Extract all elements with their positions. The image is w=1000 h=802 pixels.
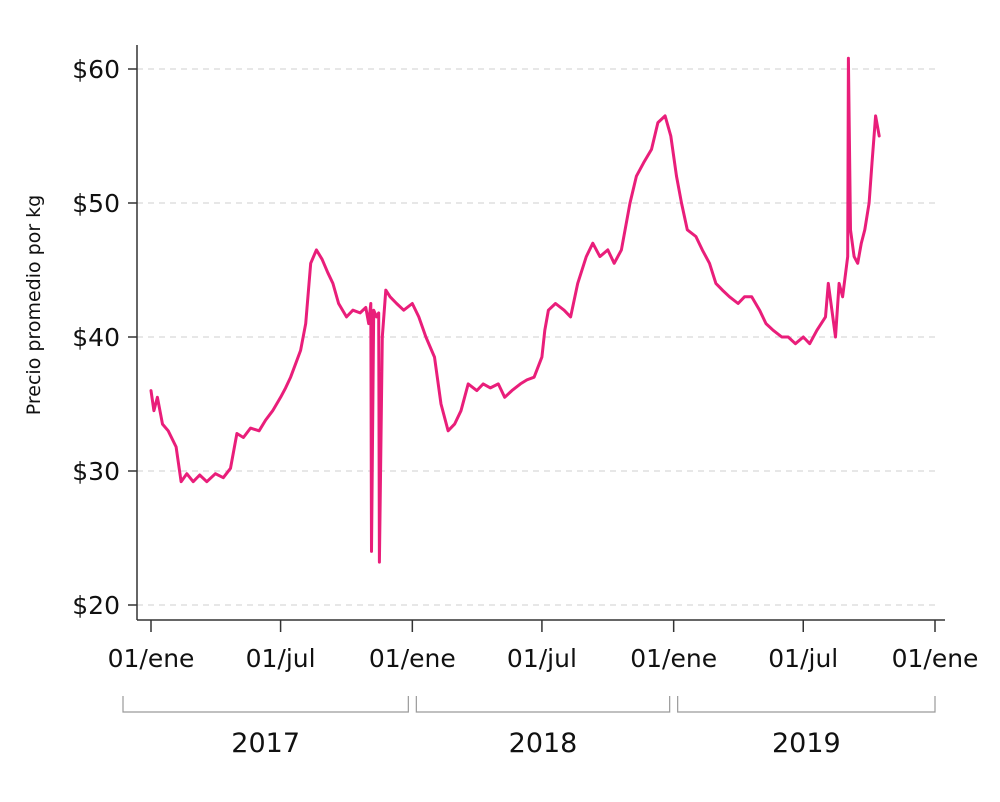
gridlines	[137, 68, 940, 606]
year-label: 2017	[231, 728, 300, 759]
x-tick-label: 01/jul	[507, 644, 577, 673]
price-series-line	[149, 56, 881, 564]
x-tick-label: 01/ene	[630, 644, 717, 673]
x-ticks: 01/ene 01/jul 01/ene 01/jul 01/ene 01/jul 01/e…	[108, 620, 979, 673]
y-tick-label: $30	[72, 457, 120, 486]
year-bracket	[415, 696, 671, 713]
year-bracket	[122, 696, 409, 713]
y-tick-label: $20	[72, 591, 120, 620]
x-tick-label: 01/ene	[108, 644, 195, 673]
x-tick-label: 01/jul	[768, 644, 838, 673]
x-tick-label: 01/ene	[892, 644, 979, 673]
y-tick-label: $50	[72, 189, 120, 218]
year-groups: 2017 2018 2019	[122, 696, 936, 759]
x-tick-label: 01/ene	[369, 644, 456, 673]
x-tick-label: 01/jul	[246, 644, 316, 673]
y-tick-label: $40	[72, 323, 120, 352]
y-axis-title: Precio promedio por kg	[23, 195, 45, 415]
year-label: 2019	[772, 728, 841, 759]
year-label: 2018	[509, 728, 578, 759]
y-ticks: $20 $30 $40 $50 $60	[72, 55, 137, 620]
y-tick-label: $60	[72, 55, 120, 84]
year-bracket	[677, 696, 936, 713]
